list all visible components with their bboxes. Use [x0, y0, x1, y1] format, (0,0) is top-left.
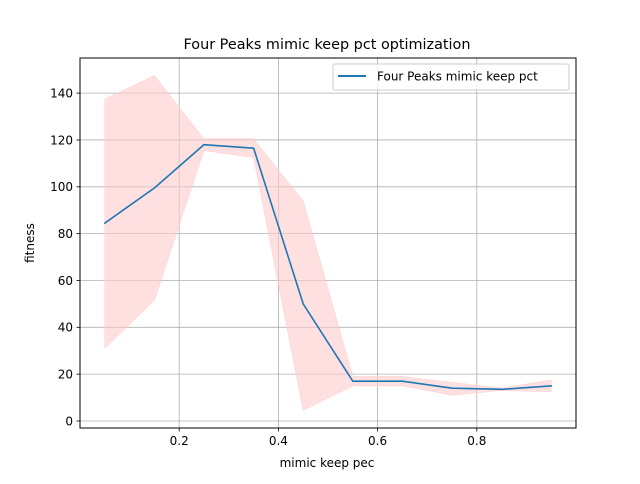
y-tick-label: 20 — [58, 367, 73, 381]
series-line — [103, 143, 553, 391]
legend: Four Peaks mimic keep pct — [332, 63, 570, 91]
y-tick-label: 60 — [58, 274, 73, 288]
line-layer — [103, 143, 553, 391]
y-tick-label: 100 — [50, 180, 73, 194]
y-tick-label: 40 — [58, 321, 73, 335]
y-axis-label: fitness — [23, 223, 37, 263]
x-axis-label: mimic keep pec — [280, 456, 375, 470]
x-tick-label: 0.6 — [368, 434, 387, 448]
x-axis-ticks: 0.2 0.4 0.6 0.8 — [170, 428, 486, 448]
y-tick-label: 0 — [65, 414, 73, 428]
x-tick-label: 0.8 — [467, 434, 486, 448]
legend-label: Four Peaks mimic keep pct — [377, 70, 538, 84]
y-tick-label: 140 — [50, 86, 73, 100]
plot-frame — [79, 57, 577, 429]
x-tick-label: 0.4 — [269, 434, 288, 448]
y-axis-ticks: 0 20 40 60 80 100 120 140 — [50, 86, 80, 428]
legend-box — [332, 63, 570, 91]
y-tick-label: 80 — [58, 227, 73, 241]
x-tick-label: 0.2 — [170, 434, 189, 448]
y-tick-label: 120 — [50, 133, 73, 147]
chart-title: Four Peaks mimic keep pct optimization — [184, 37, 471, 53]
